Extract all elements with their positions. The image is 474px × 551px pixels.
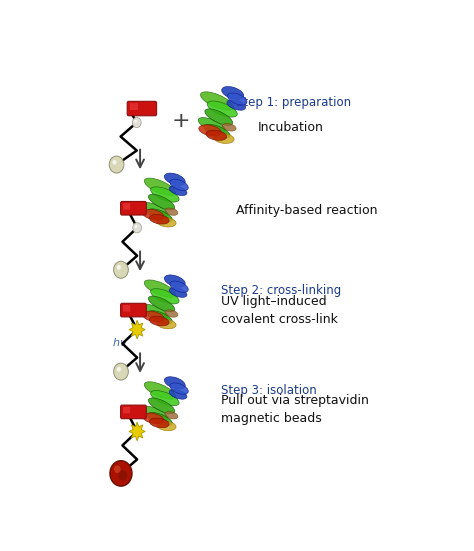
Ellipse shape: [199, 125, 221, 136]
Ellipse shape: [148, 398, 175, 414]
Ellipse shape: [151, 289, 179, 304]
Ellipse shape: [169, 186, 187, 196]
Ellipse shape: [142, 203, 168, 217]
Ellipse shape: [198, 117, 225, 133]
Ellipse shape: [157, 422, 176, 431]
Text: Incubation: Incubation: [258, 121, 323, 134]
Ellipse shape: [142, 406, 168, 420]
Ellipse shape: [164, 275, 185, 287]
Ellipse shape: [169, 288, 187, 298]
Circle shape: [132, 117, 141, 128]
Circle shape: [114, 363, 128, 380]
Ellipse shape: [214, 133, 234, 143]
Ellipse shape: [151, 391, 179, 406]
FancyBboxPatch shape: [120, 202, 146, 215]
Polygon shape: [129, 320, 145, 339]
Ellipse shape: [165, 412, 178, 419]
Ellipse shape: [205, 109, 233, 126]
Circle shape: [118, 471, 127, 480]
Circle shape: [135, 225, 137, 228]
FancyBboxPatch shape: [123, 203, 130, 210]
Ellipse shape: [222, 87, 244, 99]
Ellipse shape: [170, 179, 188, 191]
Circle shape: [112, 160, 117, 165]
Ellipse shape: [149, 418, 169, 428]
Text: Step 1: preparation: Step 1: preparation: [236, 96, 351, 109]
Ellipse shape: [201, 92, 234, 110]
Ellipse shape: [164, 173, 185, 185]
Text: +: +: [171, 111, 190, 131]
Ellipse shape: [157, 320, 176, 329]
FancyBboxPatch shape: [127, 101, 156, 116]
Polygon shape: [129, 422, 145, 441]
Ellipse shape: [144, 280, 175, 298]
Ellipse shape: [149, 316, 169, 326]
Text: Step 2: cross-linking: Step 2: cross-linking: [221, 284, 341, 298]
Circle shape: [134, 120, 137, 123]
Ellipse shape: [207, 101, 237, 117]
Ellipse shape: [165, 310, 178, 317]
Circle shape: [117, 265, 121, 270]
Ellipse shape: [206, 130, 227, 141]
Ellipse shape: [147, 209, 172, 222]
Ellipse shape: [148, 195, 175, 210]
FancyBboxPatch shape: [130, 103, 138, 110]
Circle shape: [133, 223, 142, 233]
Ellipse shape: [147, 413, 172, 426]
Circle shape: [110, 461, 132, 486]
Ellipse shape: [144, 178, 175, 196]
Ellipse shape: [169, 390, 187, 399]
Text: Step 3: isolation: Step 3: isolation: [221, 384, 317, 397]
Ellipse shape: [144, 382, 175, 399]
Text: Affinity-based reaction: Affinity-based reaction: [236, 204, 377, 217]
Text: UV light–induced
covalent cross-link: UV light–induced covalent cross-link: [221, 295, 338, 326]
Ellipse shape: [149, 214, 169, 224]
Ellipse shape: [147, 311, 172, 324]
Ellipse shape: [170, 281, 188, 293]
Ellipse shape: [222, 123, 236, 131]
Ellipse shape: [170, 383, 188, 395]
FancyBboxPatch shape: [120, 303, 146, 317]
Ellipse shape: [164, 377, 185, 389]
Ellipse shape: [143, 413, 164, 424]
Circle shape: [109, 156, 124, 173]
Circle shape: [114, 466, 120, 473]
Ellipse shape: [228, 93, 247, 105]
Ellipse shape: [151, 187, 179, 202]
Circle shape: [114, 261, 128, 278]
Ellipse shape: [227, 100, 246, 110]
Ellipse shape: [148, 296, 175, 312]
Text: $h\nu$: $h\nu$: [112, 336, 128, 348]
Circle shape: [117, 367, 121, 371]
Ellipse shape: [143, 209, 164, 220]
Ellipse shape: [165, 208, 178, 215]
FancyBboxPatch shape: [123, 407, 130, 413]
Ellipse shape: [204, 125, 230, 138]
FancyBboxPatch shape: [120, 405, 146, 419]
FancyBboxPatch shape: [123, 305, 130, 311]
Ellipse shape: [143, 311, 164, 322]
Ellipse shape: [142, 304, 168, 319]
Ellipse shape: [157, 218, 176, 227]
Text: Pull out via streptavidin
magnetic beads: Pull out via streptavidin magnetic beads: [221, 395, 369, 425]
